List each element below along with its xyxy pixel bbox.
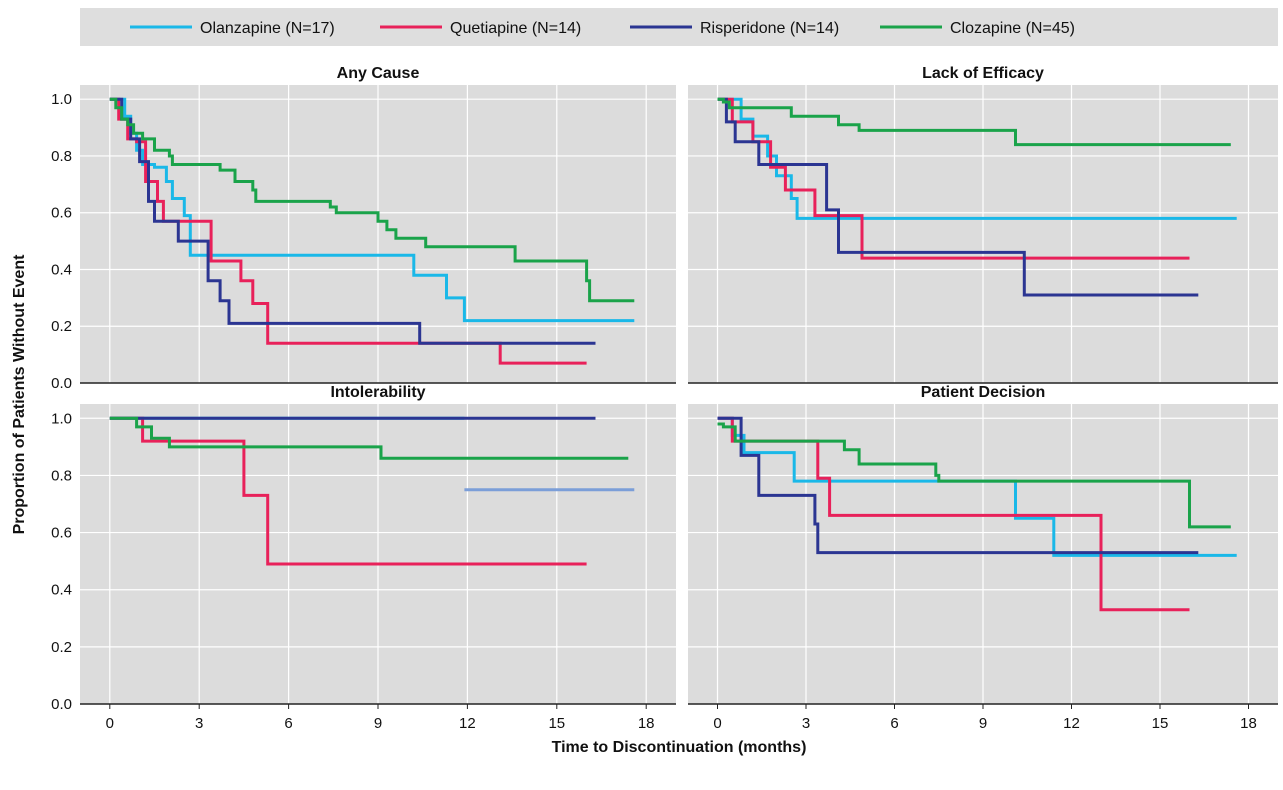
panel-title: Patient Decision	[921, 384, 1045, 401]
y-axis-label: Proportion of Patients Without Event	[11, 254, 28, 535]
x-tick-label: 12	[459, 715, 476, 732]
legend-entry-label: Clozapine (N=45)	[950, 20, 1075, 37]
x-tick-label: 18	[638, 715, 655, 732]
series-line-clozapine	[717, 422, 1231, 529]
x-tick-label: 18	[1240, 715, 1257, 732]
x-tick-label: 9	[979, 715, 987, 732]
panel-any-cause: Any Cause 0.0 0.2 0.4 0.6 0.8 1.0	[51, 65, 676, 392]
x-tick-label: 12	[1063, 715, 1080, 732]
series-line-quetiapine	[717, 416, 1190, 612]
series-line-clozapine	[109, 97, 635, 303]
panel-title: Any Cause	[337, 65, 420, 82]
series-line-clozapine	[717, 97, 1231, 147]
panel-intolerability: Intolerability 0.0 0.2 0.4 0.6 0.8 1.0 0 3 6 9 12 15…	[51, 384, 676, 732]
y-tick-label: 0.4	[51, 261, 72, 278]
x-tick-label: 15	[548, 715, 565, 732]
legend-entry-label: Olanzapine (N=17)	[200, 20, 335, 37]
x-tick-label: 6	[890, 715, 898, 732]
y-tick-label: 0.0	[51, 375, 72, 392]
x-tick-label: 6	[284, 715, 292, 732]
x-tick-label: 9	[374, 715, 382, 732]
y-tick-label: 0.2	[51, 639, 72, 656]
y-tick-label: 0.8	[51, 467, 72, 484]
y-tick-label: 1.0	[51, 91, 72, 108]
legend-entry-label: Risperidone (N=14)	[700, 20, 839, 37]
x-tick-label: 3	[802, 715, 810, 732]
y-tick-label: 0.6	[51, 205, 72, 222]
y-tick-label: 1.0	[51, 410, 72, 427]
series-line-risperidone	[717, 416, 1199, 555]
y-tick-label: 0.4	[51, 582, 72, 599]
y-tick-label: 0.8	[51, 148, 72, 165]
panel-title: Lack of Efficacy	[922, 65, 1044, 82]
x-tick-label: 3	[195, 715, 203, 732]
x-tick-label: 15	[1152, 715, 1169, 732]
panel-lack-of-efficacy: Lack of Efficacy	[688, 65, 1278, 384]
series-line-risperidone	[717, 97, 1199, 297]
series-line-quetiapine	[109, 416, 587, 566]
y-tick-label: 0.6	[51, 525, 72, 542]
panel-title: Intolerability	[330, 384, 425, 401]
series-line-clozapine	[109, 416, 629, 460]
panel-patient-decision: Patient Decision 0 3 6 9 12 15 18	[688, 384, 1278, 732]
legend-entry-label: Quetiapine (N=14)	[450, 20, 581, 37]
series-line-risperidone	[109, 97, 596, 345]
x-tick-label: 0	[713, 715, 721, 732]
x-tick-label: 0	[106, 715, 114, 732]
y-tick-label: 0.0	[51, 696, 72, 713]
y-tick-label: 0.2	[51, 318, 72, 335]
x-axis-label: Time to Discontinuation (months)	[552, 739, 807, 756]
